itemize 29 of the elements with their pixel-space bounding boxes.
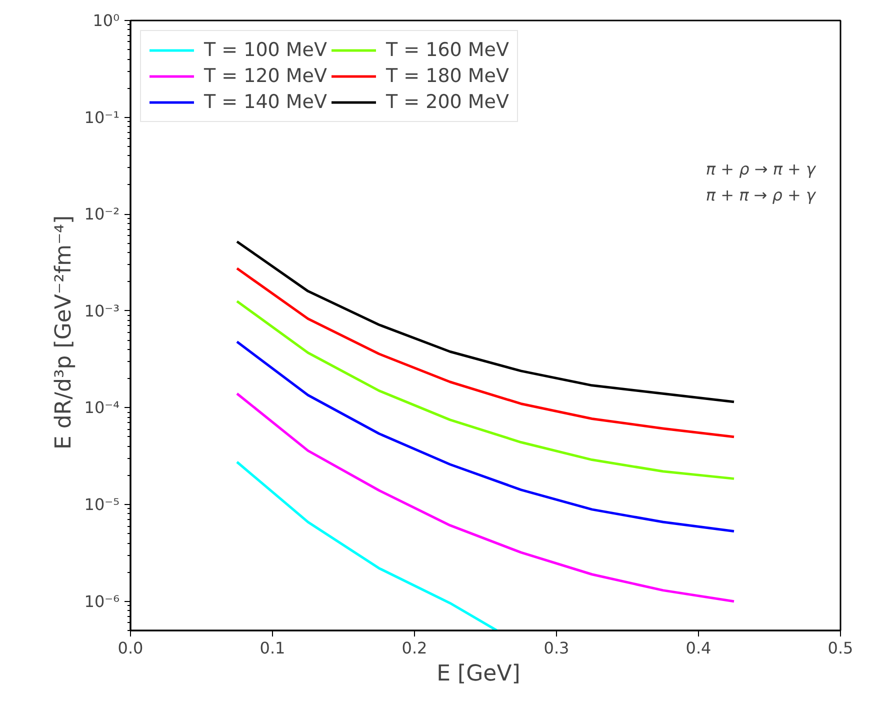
- y-tick-label: 10⁻⁴: [84, 398, 120, 418]
- y-tick-label: 10⁻³: [84, 301, 120, 320]
- y-axis-title: E dR/d³p [GeV⁻²fm⁻⁴]: [51, 215, 76, 450]
- legend-label: T = 160 MeV: [386, 39, 509, 61]
- annotation: π + ρ → π + γ: [706, 160, 818, 178]
- legend-label: T = 180 MeV: [386, 65, 509, 87]
- x-tick-label: 0.2: [402, 638, 428, 658]
- y-tick-label: 10⁰: [92, 11, 120, 30]
- annotation: π + π → ρ + γ: [706, 186, 818, 204]
- x-tick-label: 0.3: [544, 638, 570, 658]
- legend-label: T = 120 MeV: [204, 65, 327, 87]
- x-tick-label: 0.4: [686, 638, 712, 658]
- legend-label: T = 140 MeV: [204, 91, 327, 113]
- y-tick-label: 10⁻⁶: [84, 592, 120, 611]
- line-series: [236, 392, 736, 603]
- y-tick-label: 10⁻⁵: [84, 495, 120, 514]
- x-tick-label: 0.0: [118, 638, 144, 658]
- line-series: [236, 460, 498, 630]
- line-series: [236, 300, 736, 480]
- x-tick-label: 0.1: [260, 638, 286, 658]
- x-tick-label: 0.5: [828, 638, 854, 658]
- legend-label: T = 100 MeV: [204, 39, 327, 61]
- line-series: [236, 240, 736, 404]
- x-axis-title: E [GeV]: [436, 662, 520, 686]
- line-series: [236, 267, 736, 438]
- legend-label: T = 200 MeV: [386, 91, 509, 113]
- y-tick-label: 10⁻¹: [84, 108, 120, 127]
- y-tick-label: 10⁻²: [84, 204, 120, 224]
- line-series: [236, 340, 736, 532]
